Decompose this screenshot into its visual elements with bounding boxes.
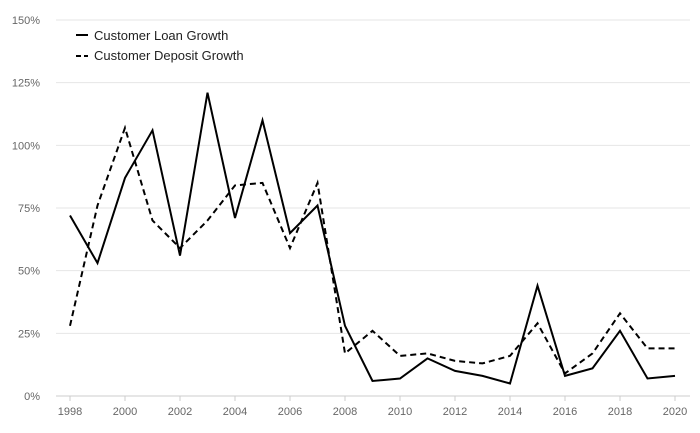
legend-item-deposit: Customer Deposit Growth xyxy=(76,48,244,63)
legend: Customer Loan Growth Customer Deposit Gr… xyxy=(76,28,244,63)
y-tick-label: 125% xyxy=(12,78,40,90)
x-tick-label: 1998 xyxy=(58,406,82,418)
series-lines xyxy=(69,92,676,385)
x-tick-label: 2018 xyxy=(608,406,632,418)
x-tick-label: 2002 xyxy=(168,406,192,418)
y-tick-label: 75% xyxy=(18,203,40,215)
grid xyxy=(56,19,690,397)
legend-label-deposit: Customer Deposit Growth xyxy=(94,48,244,63)
series-line-deposit-growth xyxy=(69,124,675,375)
legend-item-loan: Customer Loan Growth xyxy=(76,28,228,43)
x-tick-label: 2000 xyxy=(113,406,137,418)
y-tick-label: 50% xyxy=(18,266,40,278)
x-tick-label: 2004 xyxy=(223,406,247,418)
x-tick-label: 2010 xyxy=(388,406,412,418)
x-tick-label: 2006 xyxy=(278,406,302,418)
x-tick-label: 2008 xyxy=(333,406,357,418)
x-tick-label: 2012 xyxy=(443,406,467,418)
y-tick-label: 150% xyxy=(12,15,40,27)
series-line-loan-growth xyxy=(69,92,676,385)
y-tick-label: 0% xyxy=(24,391,40,403)
y-tick-label: 25% xyxy=(18,328,40,340)
y-axis-ticks: 0% 25% 50% 75% 100% 125% 150% xyxy=(12,15,40,403)
x-tick-label: 2014 xyxy=(498,406,522,418)
x-tick-label: 2020 xyxy=(663,406,687,418)
y-tick-label: 100% xyxy=(12,140,40,152)
x-axis-ticks: 1998 2000 2002 2004 2006 2008 2010 2012 2014 2016… xyxy=(58,396,687,418)
legend-label-loan: Customer Loan Growth xyxy=(94,28,228,43)
x-tick-label: 2016 xyxy=(553,406,577,418)
